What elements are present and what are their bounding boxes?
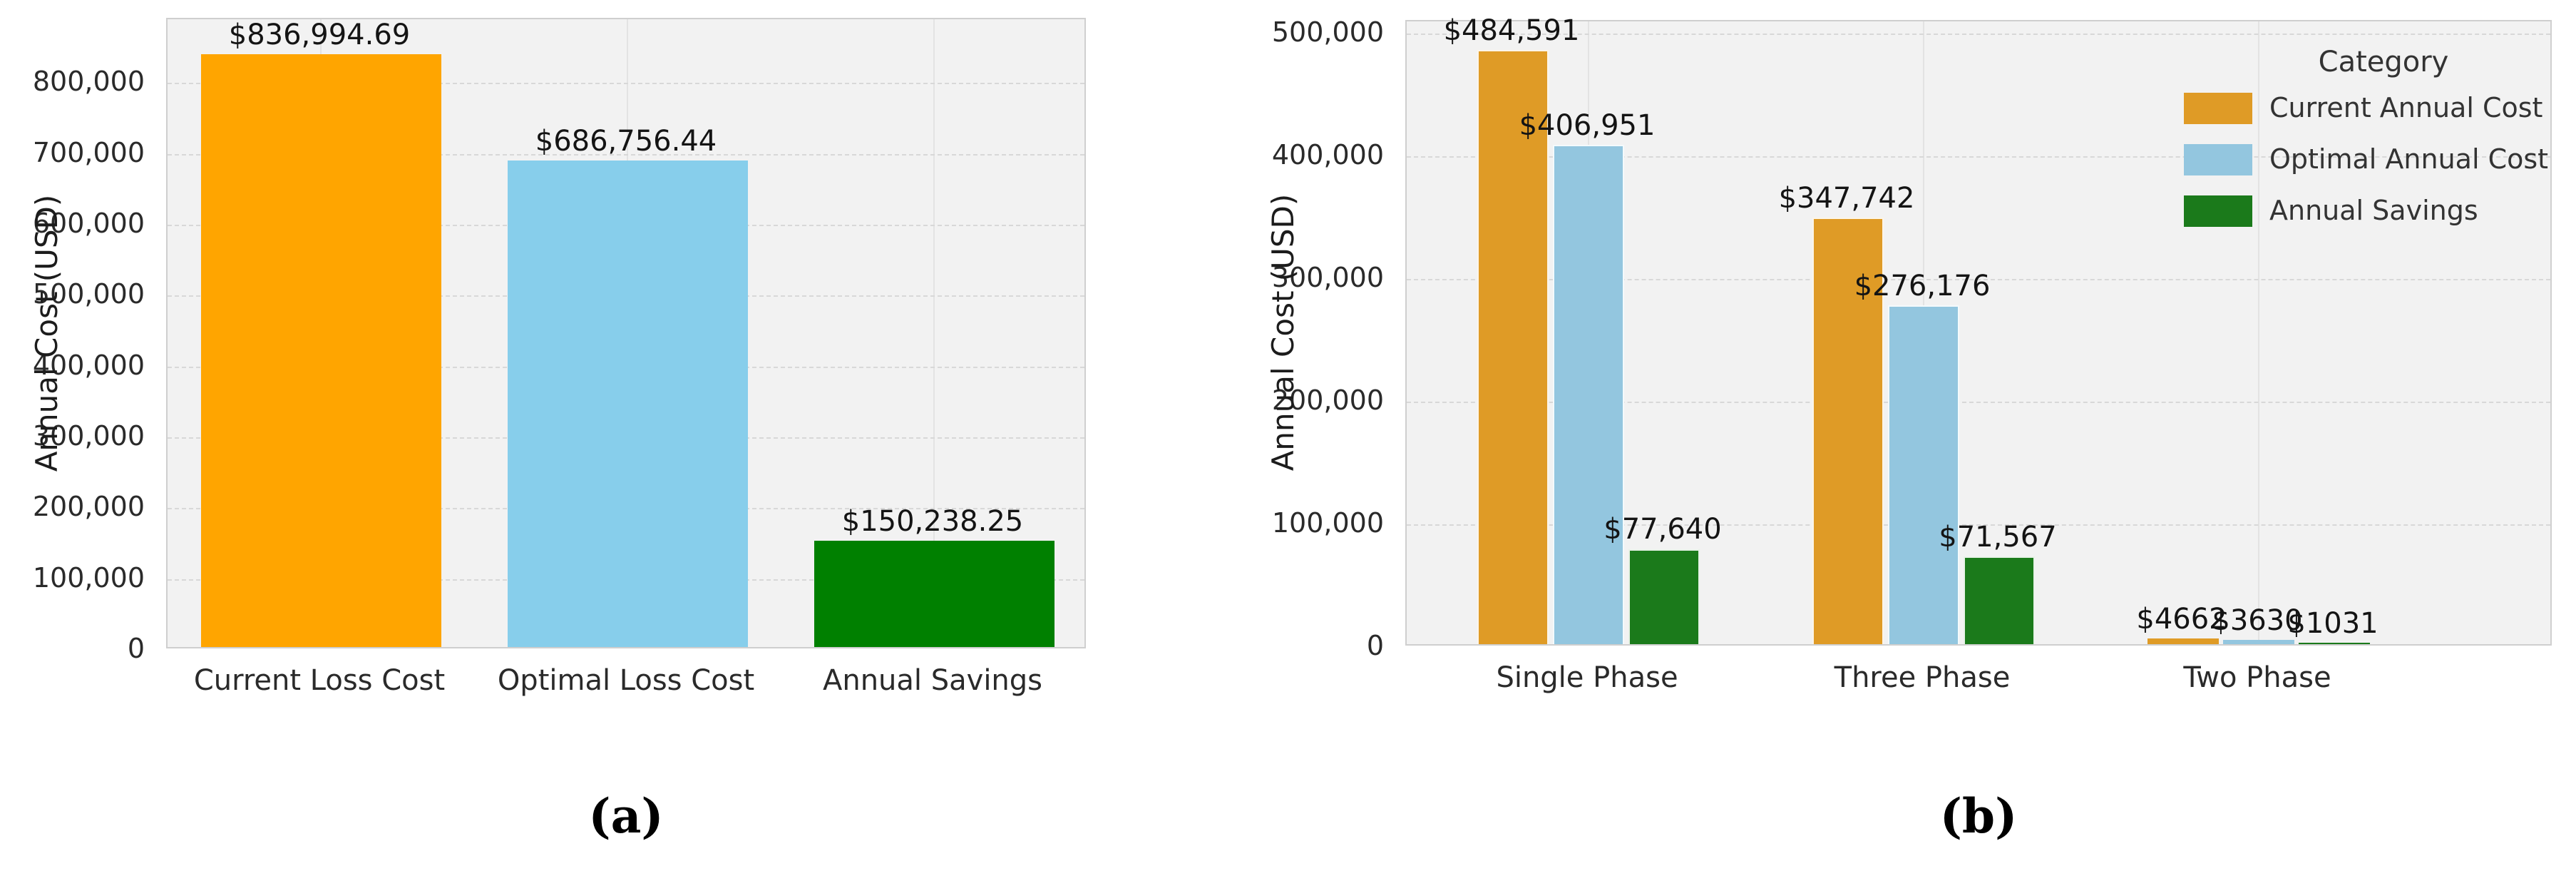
legend-title: Category — [2318, 46, 2449, 78]
bar-cat0 — [200, 54, 441, 647]
legend-swatch — [2184, 144, 2252, 175]
x-gridline — [2258, 21, 2259, 644]
bar-value-label: $347,742 — [1778, 182, 1915, 215]
bar-value-label: $150,238.25 — [841, 504, 1024, 538]
bar-series1-cat1 — [1888, 305, 1959, 644]
y-tick-label: 300,000 — [32, 420, 145, 452]
y-tick-label: 400,000 — [1271, 139, 1384, 171]
bar-value-label: $3630 — [2212, 604, 2303, 637]
bar-series1-cat0 — [1553, 145, 1624, 644]
bar-value-label: $836,994.69 — [228, 18, 411, 51]
y-gridline — [1407, 402, 2550, 404]
y-tick-label: 500,000 — [32, 278, 145, 310]
legend: Category Current Annual Cost Optimal Annua… — [2155, 21, 2553, 257]
y-tick-label: 300,000 — [1271, 262, 1384, 294]
y-tick-label: 800,000 — [32, 66, 145, 98]
figure-caption-b: (b) — [1939, 788, 2018, 844]
x-gridline — [933, 19, 935, 647]
bar-series2-cat1 — [1964, 556, 2035, 644]
x-tick-label: Current Loss Cost — [193, 664, 446, 697]
y-tick-label: 600,000 — [32, 208, 145, 240]
plot-area-a — [166, 18, 1086, 648]
legend-swatch — [2184, 195, 2252, 227]
bar-cat2 — [814, 540, 1054, 647]
figure-caption-a: (a) — [588, 788, 664, 844]
bar-value-label: $1031 — [2287, 607, 2379, 641]
x-tick-label: Optimal Loss Cost — [497, 664, 755, 697]
bar-value-label: $686,756.44 — [535, 124, 717, 158]
legend-label: Annual Savings — [2269, 195, 2478, 226]
bar-series1-cat2 — [2223, 639, 2294, 644]
y-tick-label: 100,000 — [1271, 507, 1384, 539]
y-gridline — [1407, 156, 2550, 158]
bar-value-label: $484,591 — [1443, 14, 1580, 47]
y-tick-label: 200,000 — [1271, 385, 1384, 417]
bar-series0-cat2 — [2147, 638, 2219, 644]
y-tick-label: 200,000 — [32, 491, 145, 523]
x-tick-label: Two Phase — [2183, 661, 2331, 694]
x-tick-label: Single Phase — [1496, 661, 1678, 694]
bar-series2-cat2 — [2299, 643, 2370, 644]
bar-cat1 — [507, 160, 748, 647]
y-tick-label: 400,000 — [32, 349, 145, 381]
y-gridline — [1407, 279, 2550, 281]
legend-label: Current Annual Cost — [2269, 92, 2543, 123]
legend-label: Optimal Annual Cost — [2269, 143, 2549, 175]
x-tick-label: Three Phase — [1834, 661, 2011, 694]
y-gridline — [168, 83, 1084, 85]
y-tick-label: 500,000 — [1271, 16, 1384, 49]
bar-series2-cat0 — [1628, 549, 1700, 644]
y-tick-label: 0 — [1366, 630, 1384, 661]
bar-value-label: $77,640 — [1603, 513, 1722, 546]
y-axis-label: Annual Cost (USD) — [1266, 193, 1300, 472]
y-tick-label: 100,000 — [32, 561, 145, 594]
bar-series0-cat1 — [1812, 218, 1884, 644]
bar-value-label: $276,176 — [1854, 270, 1991, 303]
legend-swatch — [2184, 93, 2252, 124]
y-gridline — [1407, 524, 2550, 526]
y-gridline — [168, 153, 1084, 156]
x-tick-label: Annual Savings — [822, 664, 1043, 697]
y-tick-label: 700,000 — [32, 136, 145, 168]
bar-series0-cat0 — [1477, 49, 1549, 644]
bar-value-label: $406,951 — [1519, 109, 1656, 143]
bar-value-label: $71,567 — [1939, 520, 2057, 554]
y-axis-label: Annual Cost (USD) — [29, 194, 64, 472]
y-gridline — [1407, 34, 2550, 36]
y-tick-label: 0 — [127, 633, 145, 664]
plot-area-b: Category Current Annual Cost Optimal Annua… — [1405, 20, 2552, 646]
bar-value-label: $4662 — [2136, 602, 2227, 636]
